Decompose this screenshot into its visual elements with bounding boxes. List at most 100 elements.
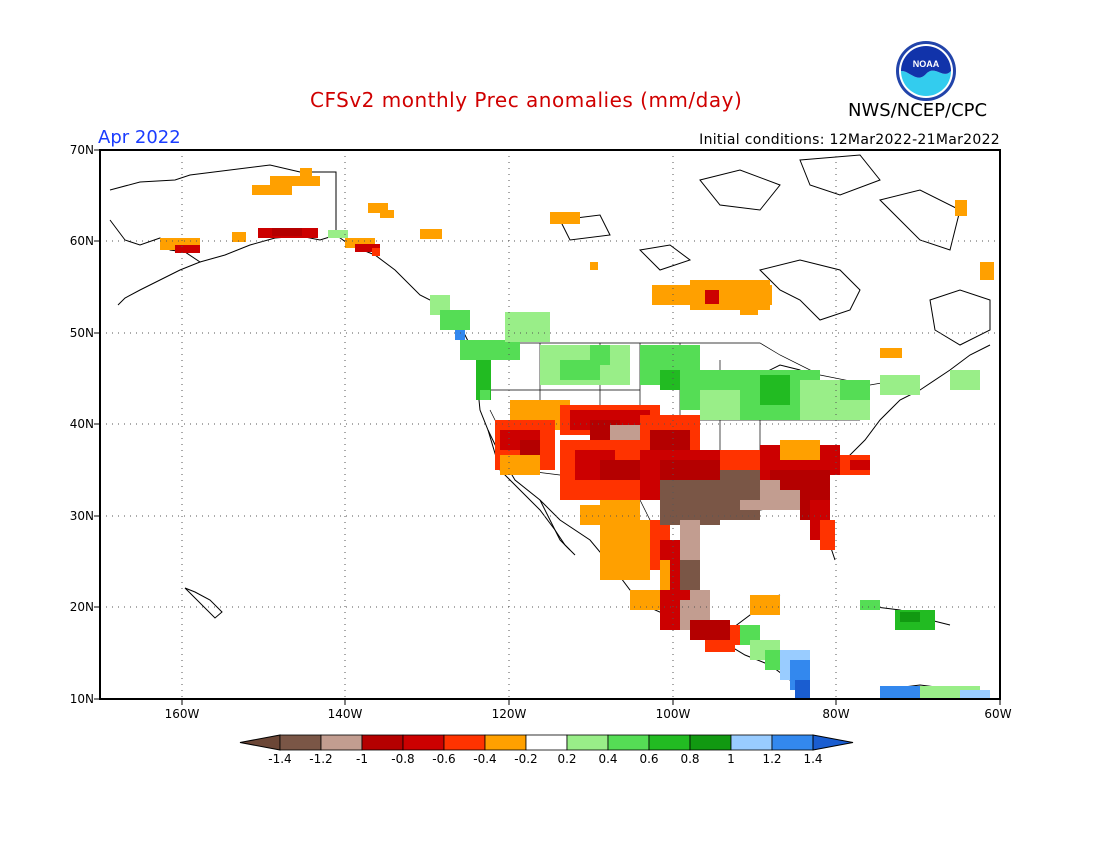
colorbar-label: 0.4 xyxy=(598,752,618,766)
initial-conditions: Initial conditions: 12Mar2022-21Mar2022 xyxy=(699,132,1000,148)
anomaly-cell xyxy=(705,290,719,304)
colorbar-label: -0.2 xyxy=(514,752,538,766)
agency-label: NWS/NCEP/CPC xyxy=(848,100,988,121)
lat-label: 40N xyxy=(69,417,94,431)
anomaly-cell xyxy=(380,210,394,218)
anomaly-cell xyxy=(880,348,902,358)
anomaly-cell xyxy=(252,185,292,195)
anomaly-cell xyxy=(650,430,690,450)
colorbar-segment xyxy=(607,734,650,751)
colorbar-label: 0.2 xyxy=(557,752,577,766)
lon-label: 140W xyxy=(327,707,363,721)
anomaly-cell xyxy=(420,229,442,239)
colorbar-segment xyxy=(361,734,404,751)
anomaly-cell xyxy=(455,330,465,340)
anomaly-cell xyxy=(795,680,810,699)
anomaly-cell xyxy=(580,505,600,525)
anomaly-cell xyxy=(600,500,640,520)
anomaly-cell xyxy=(232,232,246,242)
anomaly-cell xyxy=(600,460,640,480)
anomaly-cell xyxy=(368,203,388,213)
anomaly-cell xyxy=(690,590,710,610)
colorbar-label: -0.6 xyxy=(432,752,456,766)
anomaly-cell xyxy=(460,340,520,360)
anomaly-cell xyxy=(372,248,380,256)
lon-label: 120W xyxy=(491,707,527,721)
anomaly-cell xyxy=(720,470,760,500)
anomaly-cell xyxy=(355,244,380,252)
forecast-month: Apr 2022 xyxy=(98,127,181,148)
anomaly-cell xyxy=(750,595,780,615)
anomaly-cell xyxy=(900,612,920,622)
anomaly-cell xyxy=(680,520,700,560)
noaa-logo-text: NOAA xyxy=(913,59,940,69)
anomaly-cell xyxy=(590,262,598,270)
anomaly-cell xyxy=(880,375,920,395)
anomaly-cell xyxy=(270,176,320,186)
colorbar-segment xyxy=(525,734,568,751)
lat-label: 30N xyxy=(69,509,94,523)
colorbar-segment xyxy=(320,734,363,751)
anomaly-cell xyxy=(860,600,880,610)
anomaly-cell xyxy=(680,560,700,590)
anomaly-cell xyxy=(345,238,375,248)
colorbar-label: -0.4 xyxy=(473,752,497,766)
anomaly-cell xyxy=(740,305,758,315)
lon-label: 160W xyxy=(164,707,200,721)
colorbar-label: 1.2 xyxy=(762,752,782,766)
anomaly-cells xyxy=(160,168,994,699)
anomaly-cell xyxy=(690,620,730,640)
colorbar-label: -1.4 xyxy=(268,752,292,766)
colorbar-segment xyxy=(771,734,814,751)
anomaly-cell xyxy=(328,230,348,238)
anomaly-cell xyxy=(440,310,470,330)
anomaly-cell xyxy=(300,168,312,178)
lat-label: 70N xyxy=(69,143,94,157)
colorbar-label: 1.4 xyxy=(803,752,823,766)
colorbar-segment xyxy=(443,734,486,751)
anomaly-cell xyxy=(850,460,870,470)
anomaly-cell xyxy=(960,690,990,699)
colorbar-label: -1 xyxy=(356,752,368,766)
anomaly-cell xyxy=(705,640,735,652)
lon-label: 100W xyxy=(655,707,691,721)
anomaly-cell xyxy=(770,490,800,510)
anomaly-cell xyxy=(175,245,200,253)
noaa-logo: NOAA xyxy=(895,40,957,102)
anomaly-cell xyxy=(980,262,994,280)
anomaly-cell xyxy=(820,520,835,550)
colorbar-segment xyxy=(648,734,691,751)
colorbar xyxy=(239,734,854,751)
lat-label: 20N xyxy=(69,600,94,614)
colorbar-label: 0.8 xyxy=(680,752,700,766)
anomaly-cell xyxy=(780,440,820,460)
colorbar-segment xyxy=(402,734,445,751)
colorbar-label: -0.8 xyxy=(391,752,415,766)
anomaly-cell xyxy=(550,212,580,224)
anomaly-cell xyxy=(660,370,680,390)
anomaly-cell xyxy=(955,200,967,216)
anomaly-cell xyxy=(660,560,670,600)
lat-label: 10N xyxy=(69,692,94,706)
anomaly-cell xyxy=(480,390,490,400)
colorbar-label: -1.2 xyxy=(309,752,333,766)
anomaly-cell xyxy=(720,450,760,470)
lon-label: 80W xyxy=(822,707,850,721)
colorbar-arrow-high xyxy=(812,734,854,751)
graticule xyxy=(100,150,1000,699)
colorbar-segment xyxy=(279,734,322,751)
anomaly-cell xyxy=(272,228,302,236)
anomaly-cell xyxy=(840,380,870,400)
colorbar-label: 0.6 xyxy=(639,752,659,766)
colorbar-arrow-low xyxy=(239,734,281,751)
lon-label: 60W xyxy=(984,707,1012,721)
anomaly-cell xyxy=(590,345,610,365)
lat-label: 60N xyxy=(69,234,94,248)
anomaly-cell xyxy=(760,375,790,405)
colorbar-segment xyxy=(566,734,609,751)
colorbar-segment xyxy=(484,734,527,751)
chart-title: CFSv2 monthly Prec anomalies (mm/day) xyxy=(310,88,743,112)
anomaly-cell xyxy=(950,370,980,390)
colorbar-segment xyxy=(730,734,773,751)
